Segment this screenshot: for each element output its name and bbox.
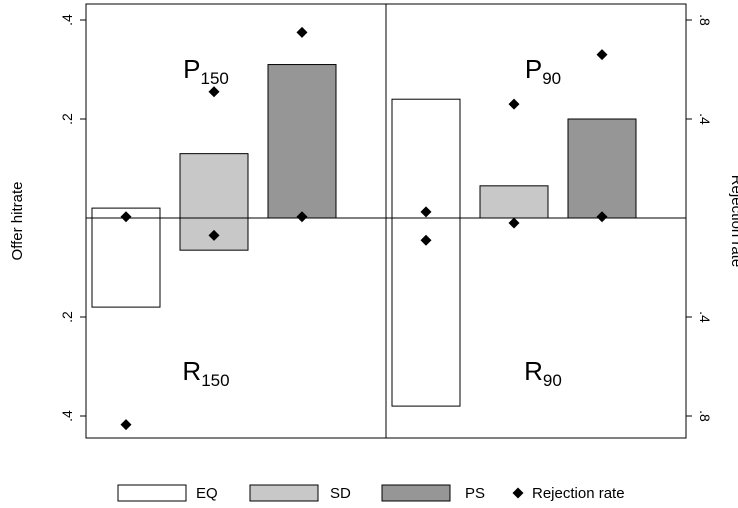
left-tick-label: .4 <box>59 410 75 422</box>
legend-label-ps: PS <box>465 485 485 502</box>
legend-label-eq: EQ <box>196 485 218 502</box>
legend-label-sd: SD <box>330 485 351 502</box>
left-axis: .4 .2 .2 .4 <box>59 14 86 422</box>
legend-swatch-sd <box>249 484 319 502</box>
legend: EQ SD PS Rejection rate <box>117 484 625 502</box>
rejection-marker <box>508 217 520 229</box>
bar-eq <box>91 207 161 308</box>
left-tick-label: .2 <box>59 311 75 323</box>
legend-label-rejection: Rejection rate <box>532 485 625 502</box>
left-tick-label: .2 <box>59 113 75 125</box>
legend-swatch-eq <box>117 484 187 502</box>
panel-top-label: P150 <box>183 54 229 88</box>
rejection-marker <box>120 419 132 431</box>
legend-marker-rejection <box>512 487 524 499</box>
rejection-marker <box>208 86 220 98</box>
right-tick-label: .8 <box>697 14 713 26</box>
rejection-marker <box>120 211 132 223</box>
bar-sd <box>479 185 549 219</box>
rejection-markers <box>120 26 608 431</box>
rejection-marker <box>208 229 220 241</box>
panel-labels: P150 R150 P90 R90 <box>182 54 561 390</box>
right-tick-label: .4 <box>697 311 713 323</box>
bar-eq <box>391 98 461 407</box>
left-axis-title: Offer hitrate <box>9 182 26 261</box>
panel-bottom-label: R150 <box>182 356 229 390</box>
right-axis-title: Rejection rate <box>728 175 738 268</box>
rejection-marker <box>508 98 520 110</box>
right-tick-label: .8 <box>697 410 713 422</box>
rejection-marker <box>596 211 608 223</box>
rejection-marker <box>420 206 432 218</box>
right-tick-label: .4 <box>697 113 713 125</box>
rejection-marker <box>420 234 432 246</box>
right-axis: .8 .4 .4 .8 <box>686 14 713 422</box>
bar-ps <box>267 64 337 219</box>
rejection-marker <box>296 26 308 38</box>
bars <box>91 64 637 407</box>
legend-swatch-ps <box>381 484 451 502</box>
left-tick-label: .4 <box>59 14 75 26</box>
rejection-marker <box>296 211 308 223</box>
panel-bottom-label: R90 <box>524 356 562 390</box>
bar-ps <box>567 118 637 219</box>
rejection-marker <box>596 49 608 61</box>
panel-top-label: P90 <box>525 54 561 88</box>
